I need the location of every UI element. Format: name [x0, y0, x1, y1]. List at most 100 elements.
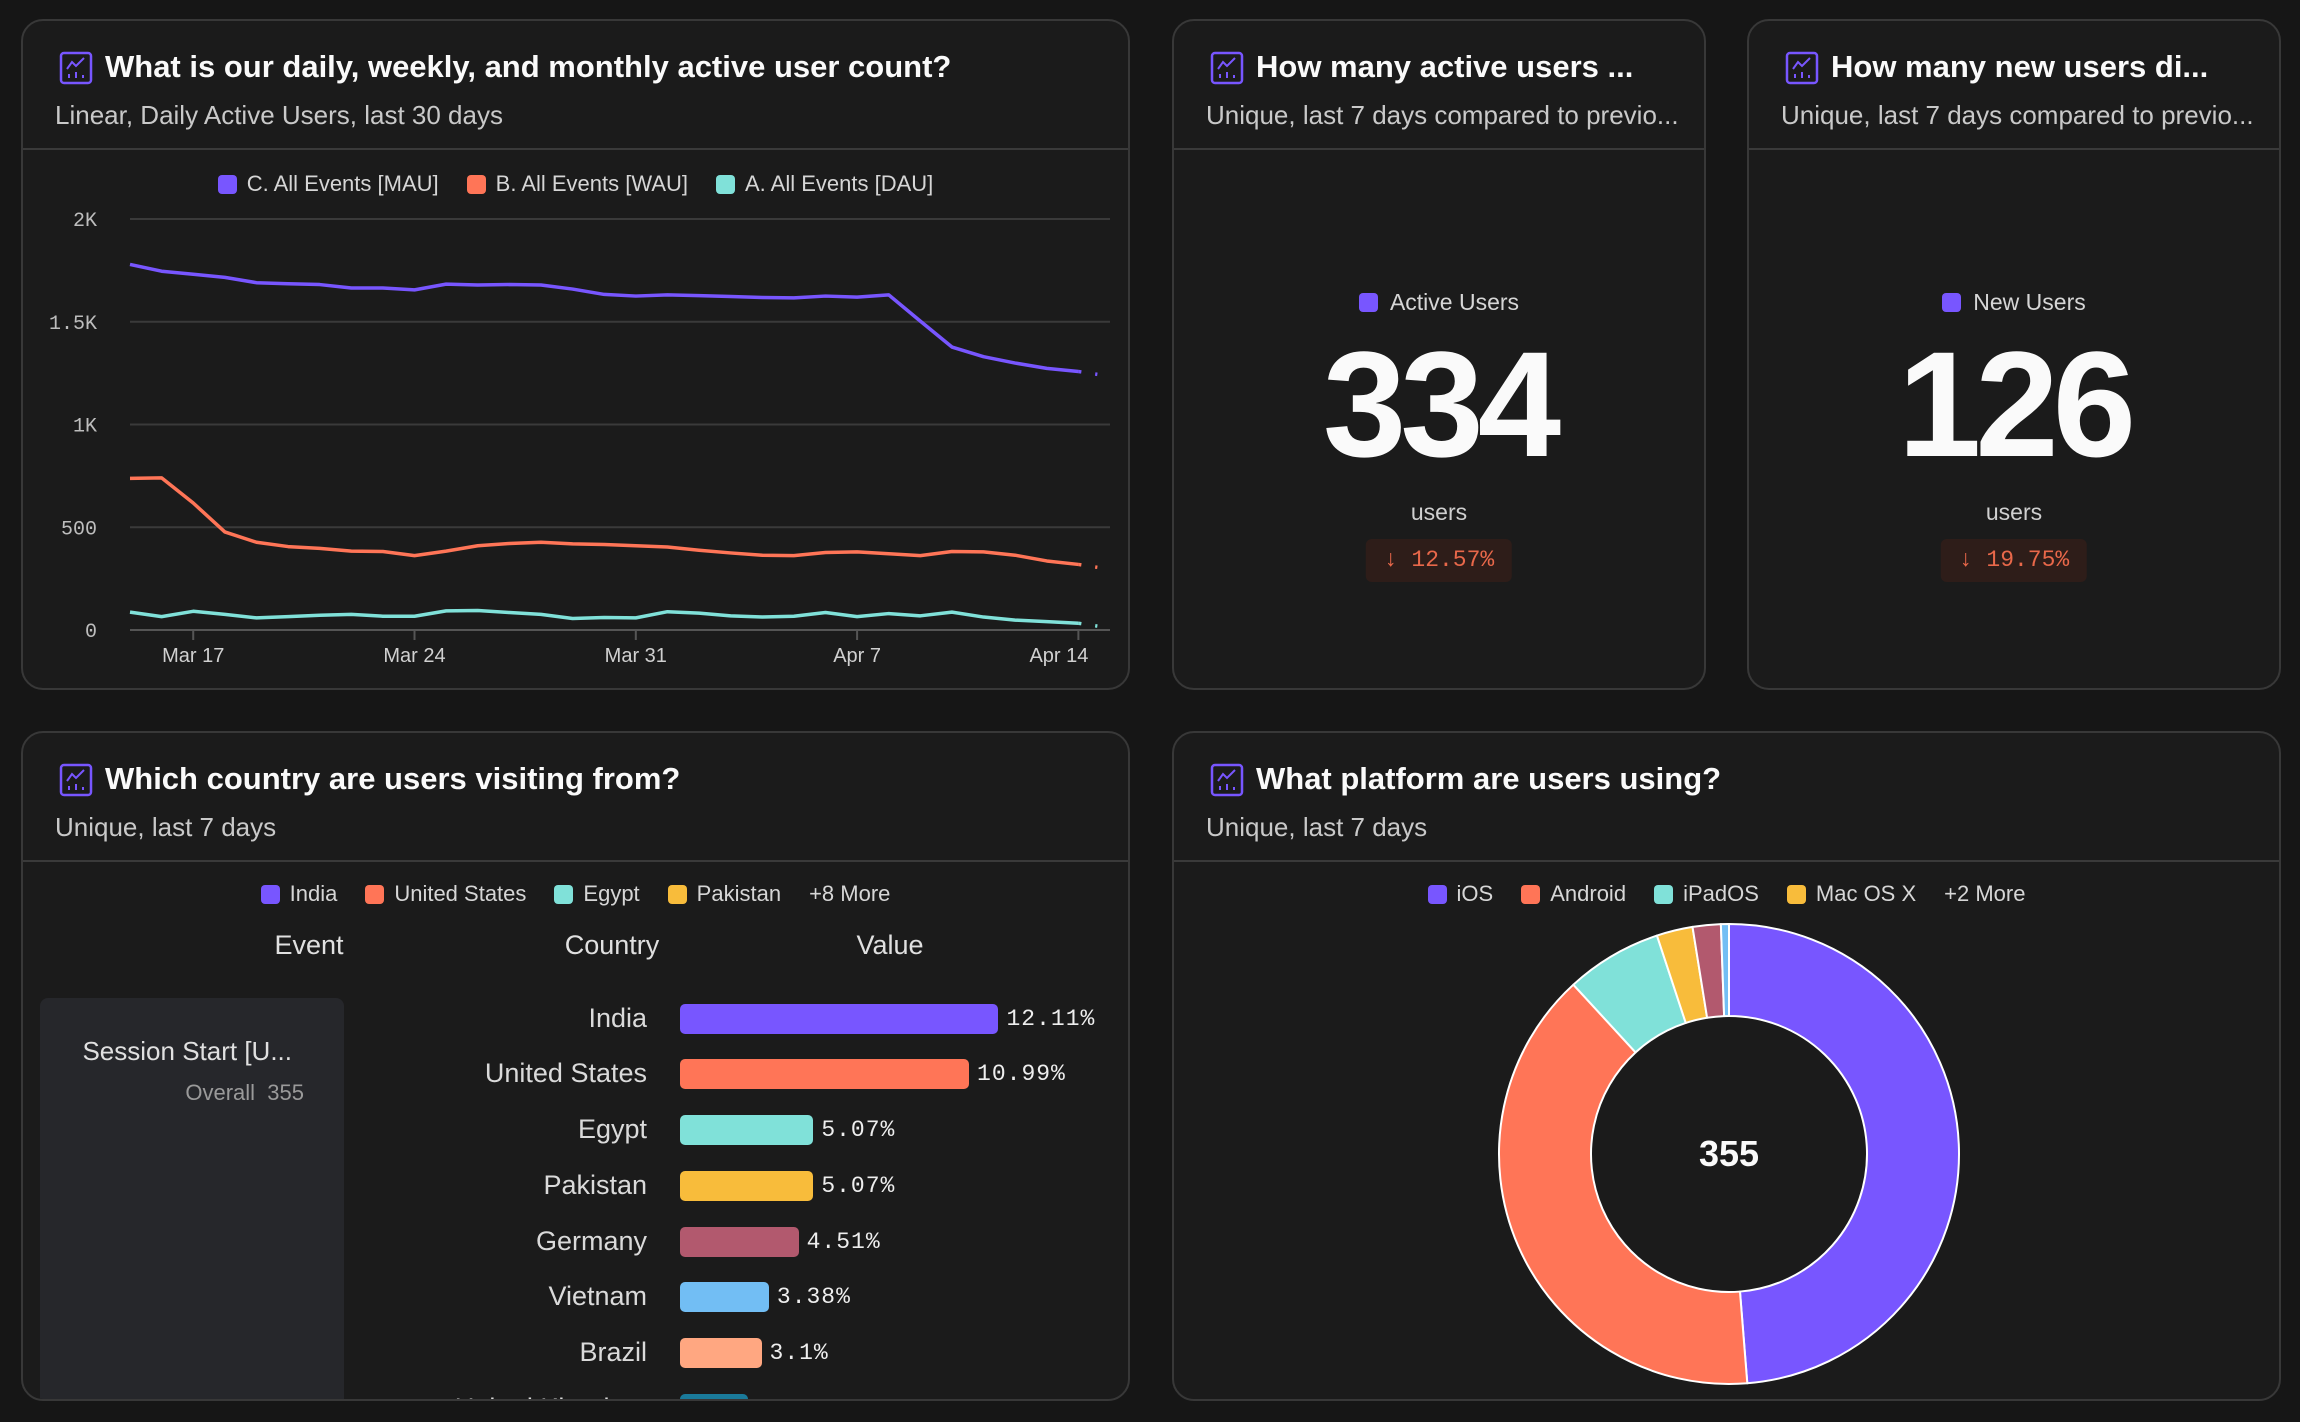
bar-value-label: 5.07%: [821, 1173, 896, 1199]
country-label: United States: [484, 1058, 647, 1088]
legend-item[interactable]: iOS: [1427, 881, 1493, 907]
column-header-event: Event: [274, 930, 344, 960]
country-label: India: [588, 1003, 647, 1033]
bar-value-label: 10.99%: [977, 1061, 1066, 1087]
card-title[interactable]: What platform are users using?: [1256, 761, 1722, 796]
legend-swatch: [1521, 884, 1541, 904]
legend-item[interactable]: A. All Events [DAU]: [716, 171, 933, 197]
country-label: United Kingdom: [455, 1391, 647, 1399]
legend-item[interactable]: B. All Events [WAU]: [466, 171, 688, 197]
series-partial-segment: [1078, 621, 1098, 628]
bar-row[interactable]: Germany 4.51%: [23, 1222, 1128, 1262]
legend-item[interactable]: C. All Events [MAU]: [217, 171, 439, 197]
series-partial-segment: [1078, 369, 1098, 377]
legend-swatch: [1358, 293, 1378, 312]
bar-row[interactable]: Egypt 5.07%: [23, 1110, 1128, 1150]
bar-value-label: 3.1%: [769, 1340, 829, 1366]
bar-row[interactable]: Pakistan 5.07%: [23, 1166, 1128, 1206]
bar-value-label: 3.38%: [776, 1284, 851, 1310]
legend-swatch: [1942, 293, 1962, 312]
legend-item[interactable]: India: [260, 881, 338, 907]
dau-wau-mau-card: What is our daily, weekly, and monthly a…: [21, 19, 1130, 690]
card-title[interactable]: Which country are users visiting from?: [105, 761, 681, 796]
card-title[interactable]: How many active users ...: [1256, 49, 1634, 84]
arrow-down-icon: ↓: [1958, 547, 1987, 573]
line-chart-icon: [1210, 763, 1244, 797]
legend-item[interactable]: iPadOS: [1654, 881, 1759, 907]
column-header-country: Country: [564, 930, 660, 960]
legend-item[interactable]: Android: [1521, 881, 1626, 907]
country-label: Brazil: [579, 1337, 647, 1367]
card-subtitle: Unique, last 7 days compared to previo..…: [1781, 100, 2254, 130]
bar: [680, 1338, 762, 1368]
legend-label: Mac OS X: [1815, 881, 1917, 906]
donut-slice: [1728, 923, 1960, 1385]
x-tick-label: Mar 24: [383, 645, 445, 667]
legend-swatch: [1427, 884, 1447, 904]
event-cell[interactable]: Session Start [U... Overall 355: [40, 998, 344, 1399]
platform-card: What platform are users using? Unique, l…: [1172, 731, 2281, 1401]
bar: [680, 1282, 769, 1312]
legend-more-button[interactable]: +2 More: [1944, 881, 2026, 906]
y-tick-label: 0: [85, 621, 97, 644]
card-title[interactable]: What is our daily, weekly, and monthly a…: [105, 49, 952, 84]
delta-value: 12.57%: [1411, 547, 1495, 573]
donut-chart: 355: [1498, 923, 1960, 1385]
legend-more-button[interactable]: +8 More: [809, 881, 891, 906]
country-card: Which country are users visiting from? U…: [21, 731, 1130, 1401]
card-header: Which country are users visiting from? U…: [23, 733, 1128, 862]
bar: [680, 1227, 799, 1257]
country-label: Pakistan: [543, 1170, 647, 1200]
chart-legend: C. All Events [MAU] B. All Events [WAU] A.…: [23, 171, 1128, 197]
country-label: Germany: [535, 1226, 647, 1256]
legend-label: Egypt: [583, 881, 640, 906]
delta-value: 19.75%: [1986, 547, 2070, 573]
card-header: What platform are users using? Unique, l…: [1174, 733, 2279, 862]
new-users-card: How many new users di... Unique, last 7 …: [1747, 19, 2281, 690]
series-line: [129, 608, 1079, 625]
card-subtitle: Linear, Daily Active Users, last 30 days: [55, 100, 503, 130]
active-users-card: How many active users ... Unique, last 7…: [1172, 19, 1706, 690]
legend-swatch: [554, 884, 574, 904]
legend-item[interactable]: Mac OS X: [1786, 881, 1917, 907]
line-chart-icon: [1210, 51, 1244, 85]
legend-item[interactable]: Egypt: [554, 881, 640, 907]
legend-label: Pakistan: [696, 881, 782, 906]
donut-slice: [1498, 983, 1749, 1385]
bar-row[interactable]: Vietnam 3.38%: [23, 1277, 1128, 1317]
event-name: Session Start [U...: [82, 1036, 292, 1066]
bar: [680, 1394, 748, 1399]
card-subtitle: Unique, last 7 days: [1206, 812, 1428, 842]
y-tick-label: 1.5K: [49, 313, 97, 336]
legend-label: India: [289, 881, 338, 906]
donut-center-total: 355: [1699, 1133, 1759, 1174]
legend-label: A. All Events [DAU]: [745, 171, 934, 196]
card-title[interactable]: How many new users di...: [1831, 49, 2209, 84]
y-tick-label: 500: [61, 518, 97, 541]
bar-row[interactable]: United Kingdom: [23, 1389, 1128, 1399]
series-line: [129, 262, 1079, 374]
line-chart: 0 500 1K 1.5K 2K Mar 17 Mar 24 Mar 31 Apr 7 Apr 1…: [49, 210, 1110, 667]
bar-value-label: 12.11%: [1006, 1006, 1096, 1032]
card-subtitle: Unique, last 7 days: [55, 812, 277, 842]
metric-value: 334: [1322, 320, 1561, 488]
bar-row[interactable]: United States 10.99%: [23, 1054, 1128, 1094]
legend-label: New Users: [1973, 289, 2086, 315]
delta-badge: ↓ 12.57%: [1365, 539, 1513, 582]
delta-badge: ↓ 19.75%: [1940, 539, 2088, 582]
metric-unit: users: [1410, 499, 1468, 525]
legend-swatch: [716, 174, 735, 194]
bar: [680, 1004, 999, 1034]
y-tick-label: 1K: [73, 416, 97, 439]
bar-value-label: 4.51%: [806, 1229, 881, 1255]
country-label: Vietnam: [548, 1281, 647, 1311]
legend-item[interactable]: Pakistan: [667, 881, 782, 907]
legend-item[interactable]: United States: [365, 881, 526, 907]
legend-swatch: [1654, 884, 1674, 904]
bar-row[interactable]: India 12.11%: [23, 999, 1128, 1039]
card-header: What is our daily, weekly, and monthly a…: [23, 21, 1128, 150]
bar-value-label: 5.07%: [821, 1117, 896, 1143]
legend-swatch: [1786, 884, 1806, 904]
bar-row[interactable]: Brazil 3.1%: [23, 1333, 1128, 1373]
card-header: How many active users ... Unique, last 7…: [1174, 21, 1704, 150]
